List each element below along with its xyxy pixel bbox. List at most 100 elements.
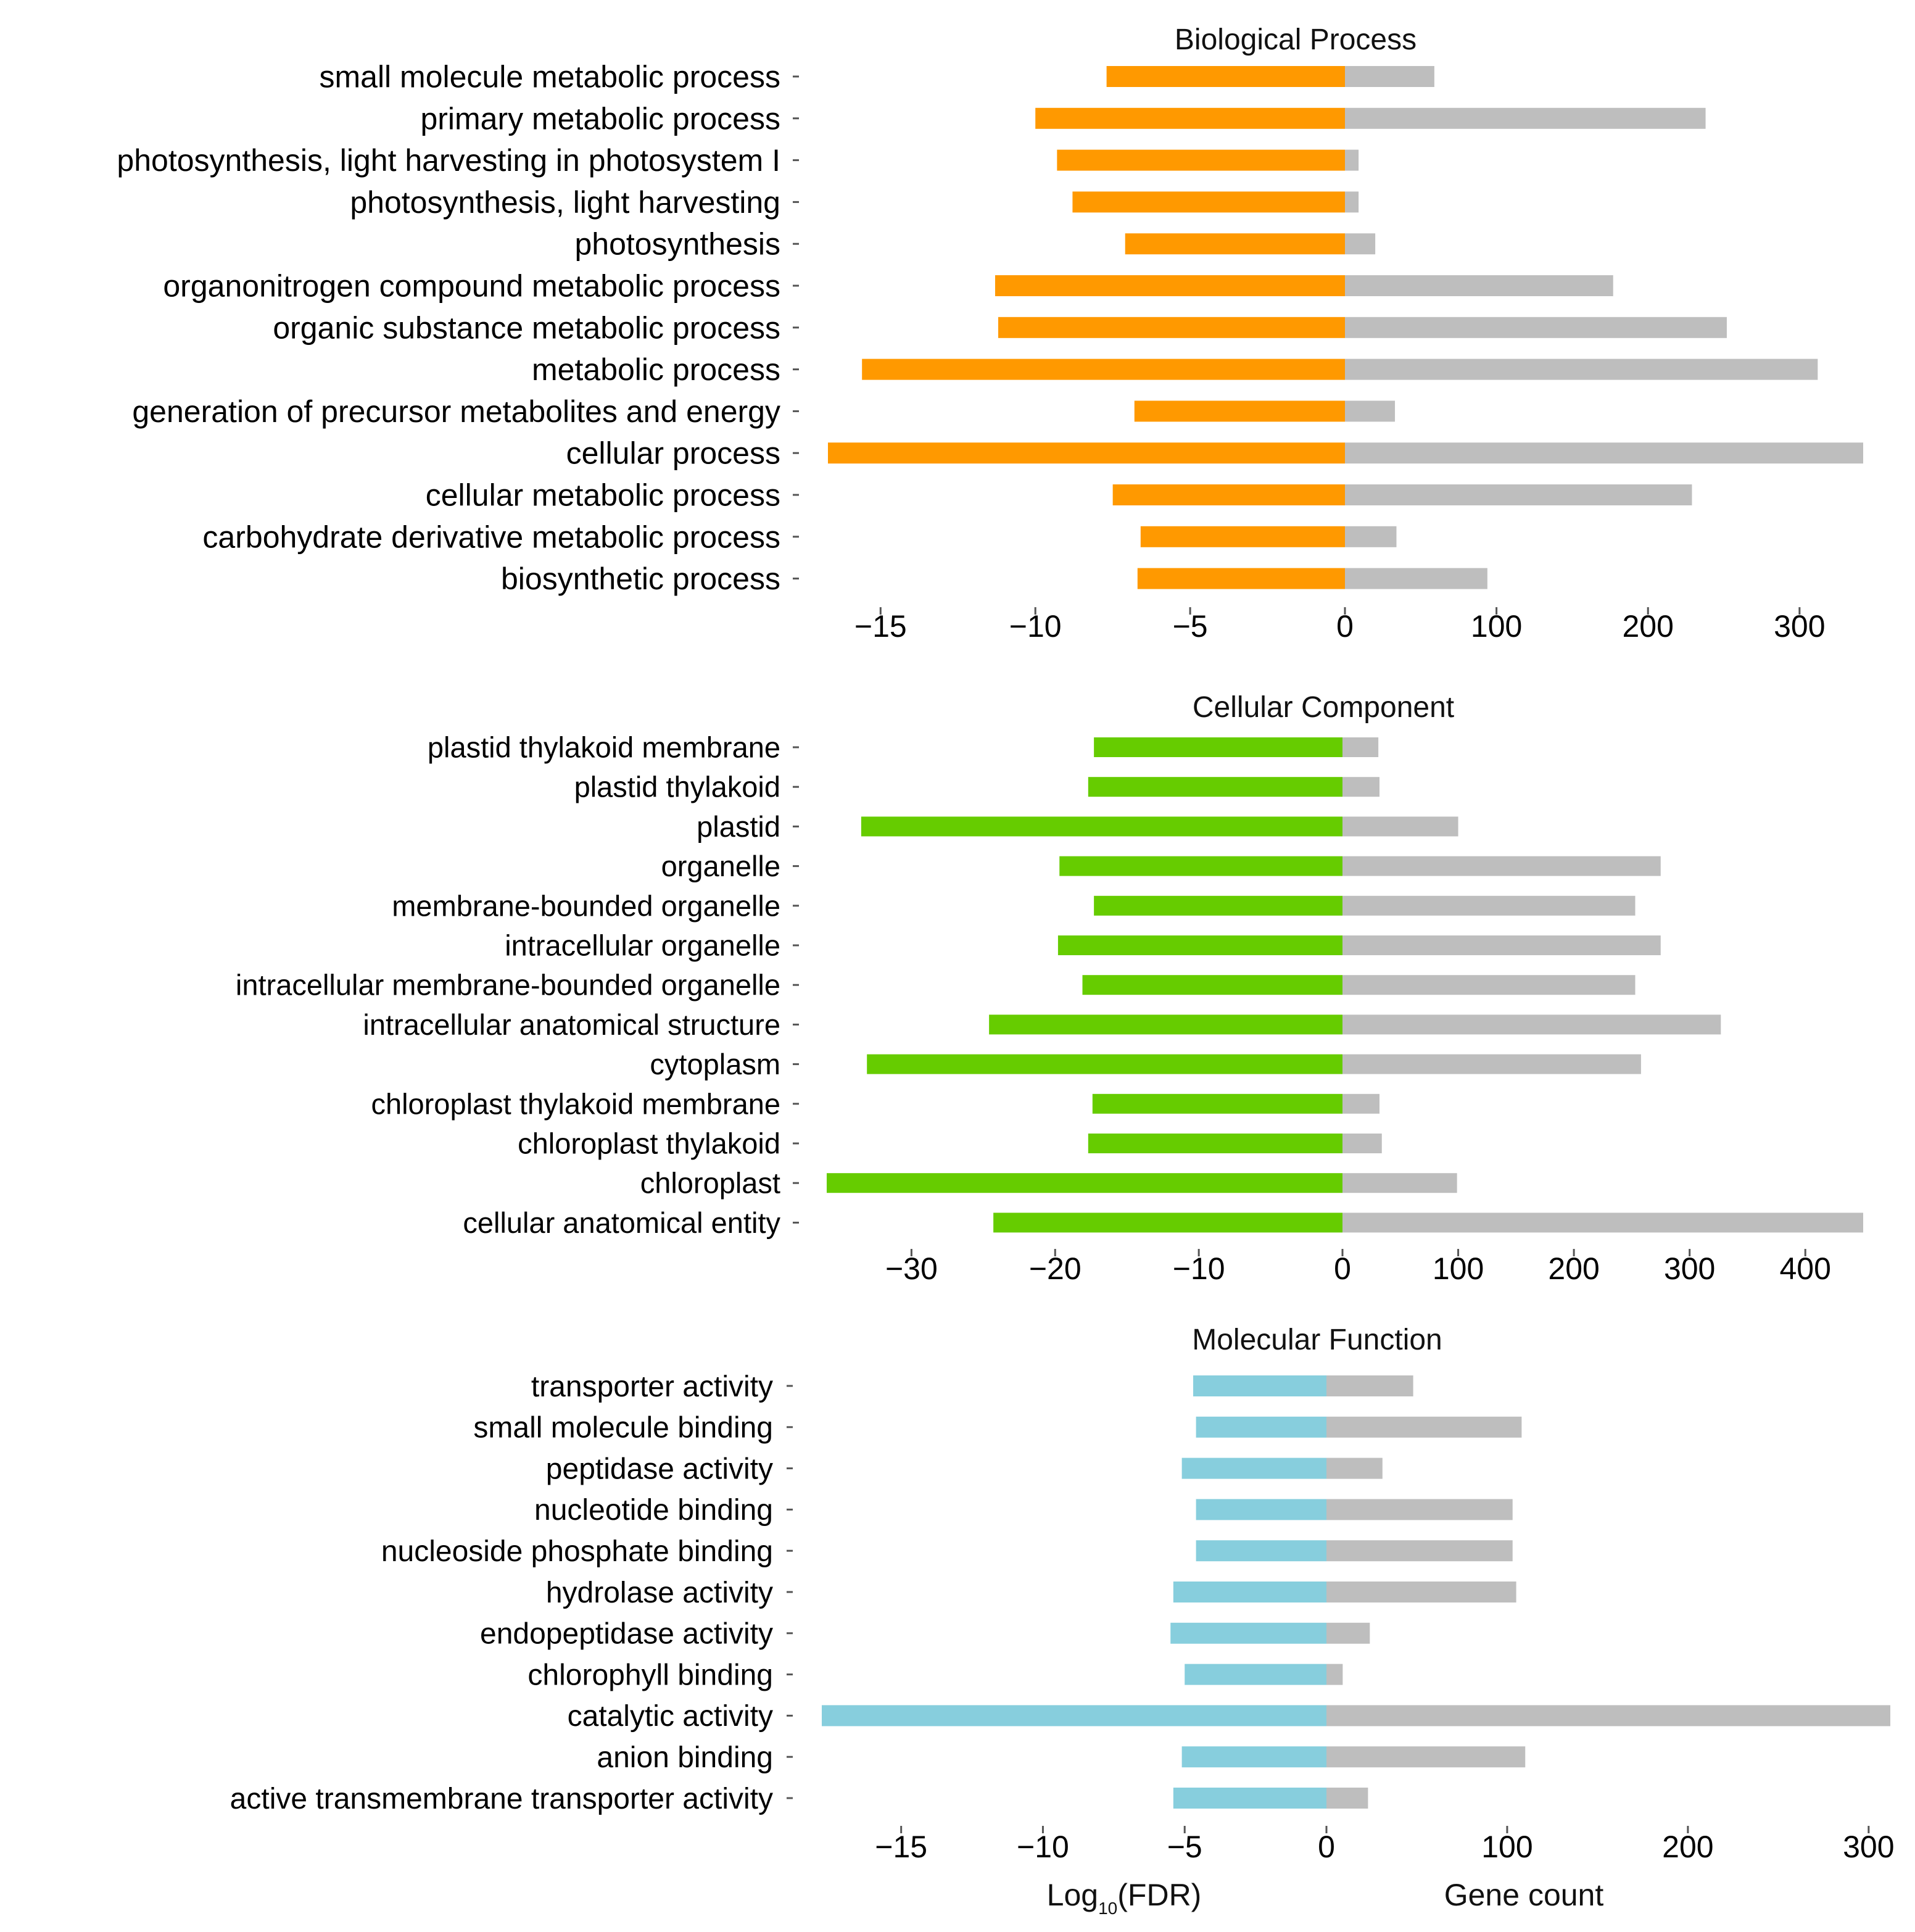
category-label: intracellular anatomical structure: [363, 1008, 780, 1041]
fdr-bar: [995, 275, 1345, 296]
category-label: photosynthesis: [574, 227, 780, 262]
axis-tick-label: −30: [885, 1251, 938, 1286]
x-axis-label-log-fdr: Log10(FDR): [1047, 1878, 1202, 1918]
gene-count-bar: [1326, 1582, 1516, 1602]
axis-tick-label: −15: [854, 609, 907, 644]
category-label: organelle: [661, 850, 780, 882]
fdr-bar: [1125, 233, 1345, 255]
category-label: endopeptidase activity: [480, 1618, 773, 1651]
fdr-bar: [1057, 149, 1345, 171]
fdr-bar: [1181, 1457, 1326, 1479]
axis-tick-label: 300: [1843, 1830, 1894, 1864]
fdr-bar: [1173, 1788, 1326, 1809]
gene-count-bar: [1345, 359, 1818, 380]
gene-count-bar: [1342, 935, 1661, 955]
fdr-bar: [1088, 777, 1342, 797]
log-label-subscript: 10: [1098, 1899, 1117, 1918]
fdr-bar: [1088, 1134, 1342, 1153]
axis-tick-label: −10: [1173, 1251, 1225, 1286]
category-label: chlorophyll binding: [527, 1659, 773, 1691]
category-label: plastid thylakoid membrane: [428, 731, 780, 763]
gene-count-bar: [1342, 816, 1458, 837]
axis-tick-label: 100: [1471, 609, 1522, 644]
axis-tick-label: 100: [1433, 1251, 1484, 1286]
gene-count-bar: [1345, 526, 1397, 547]
fdr-bar: [1082, 975, 1342, 995]
category-label: active transmembrane transporter activit…: [230, 1783, 773, 1815]
gene-count-bar: [1342, 1213, 1863, 1233]
axis-tick-label: −20: [1029, 1251, 1082, 1286]
category-label: metabolic process: [532, 352, 780, 387]
fdr-bar: [1094, 895, 1342, 916]
axis-tick-label: 300: [1664, 1251, 1715, 1286]
axis-tick-label: −5: [1173, 609, 1208, 644]
gene-count-bar: [1326, 1664, 1343, 1685]
gene-count-bar: [1326, 1416, 1522, 1438]
category-label: peptidase activity: [546, 1453, 773, 1485]
panel-molecular-function: Molecular Function transporter activity sm…: [230, 1324, 1895, 1864]
gene-count-bar: [1345, 484, 1692, 505]
gene-count-bar: [1345, 400, 1396, 422]
gene-count-bar: [1342, 737, 1379, 757]
fdr-bar: [998, 317, 1345, 338]
gene-count-bar: [1342, 975, 1636, 995]
gene-count-bar: [1342, 856, 1661, 876]
axis-tick-label: 300: [1774, 609, 1825, 644]
axis-tick-label: 200: [1623, 609, 1674, 644]
gene-count-bar: [1342, 1173, 1457, 1193]
fdr-bar: [1059, 856, 1342, 876]
fdr-bar: [1193, 1375, 1326, 1396]
category-label: catalytic activity: [568, 1700, 773, 1733]
panel-cellular-component: Cellular Component plastid thylakoid memb…: [236, 691, 1863, 1286]
gene-count-bar: [1342, 1014, 1721, 1035]
category-label: nucleotide binding: [534, 1494, 773, 1527]
axis-tick-label: 0: [1334, 1251, 1351, 1286]
category-label: transporter activity: [531, 1370, 773, 1403]
gene-count-bar: [1345, 191, 1359, 213]
category-label: chloroplast thylakoid membrane: [371, 1087, 780, 1120]
gene-count-bar: [1345, 233, 1376, 255]
gene-count-bar: [1342, 777, 1380, 797]
panel-title: Biological Process: [1175, 23, 1417, 56]
fdr-bar: [1140, 526, 1345, 547]
gene-count-bar: [1326, 1540, 1513, 1562]
category-label: intracellular membrane-bounded organelle: [236, 969, 780, 1001]
fdr-bar: [1185, 1664, 1326, 1685]
fdr-bar: [828, 442, 1345, 464]
axis-tick-label: 400: [1780, 1251, 1831, 1286]
axis-tick-label: 0: [1336, 609, 1354, 644]
fdr-bar: [1181, 1746, 1326, 1768]
gene-count-bar: [1345, 149, 1359, 171]
fdr-bar: [1134, 400, 1345, 422]
fdr-bar: [1137, 568, 1345, 589]
category-label: organic substance metabolic process: [273, 310, 780, 345]
axis-tick-label: −5: [1167, 1830, 1202, 1864]
gene-count-bar: [1326, 1375, 1413, 1396]
category-label: biosynthetic process: [501, 562, 780, 596]
gene-count-bar: [1345, 317, 1727, 338]
fdr-bar: [993, 1213, 1342, 1233]
category-label: small molecule metabolic process: [319, 60, 780, 94]
category-label: small molecule binding: [473, 1412, 773, 1445]
fdr-bar: [1092, 1093, 1342, 1114]
category-label: chloroplast thylakoid: [518, 1127, 780, 1159]
fdr-bar: [1106, 66, 1345, 87]
category-label: cytoplasm: [650, 1048, 780, 1080]
fdr-bar: [1196, 1499, 1326, 1520]
fdr-bar: [1112, 484, 1345, 505]
gene-count-bar: [1326, 1457, 1383, 1479]
category-label: hydrolase activity: [546, 1577, 773, 1609]
fdr-bar: [1196, 1416, 1326, 1438]
fdr-bar: [827, 1173, 1342, 1193]
gene-count-bar: [1326, 1788, 1368, 1809]
category-label: membrane-bounded organelle: [392, 889, 780, 922]
axis-tick-label: −10: [1017, 1830, 1069, 1864]
panel-title: Cellular Component: [1193, 691, 1454, 724]
gene-count-bar: [1326, 1499, 1513, 1520]
log-label-suffix: (FDR): [1117, 1878, 1201, 1912]
category-label: cellular metabolic process: [426, 478, 780, 513]
panel-biological-process: Biological Process small molecule metabol…: [117, 23, 1863, 644]
fdr-bar: [1196, 1540, 1326, 1562]
